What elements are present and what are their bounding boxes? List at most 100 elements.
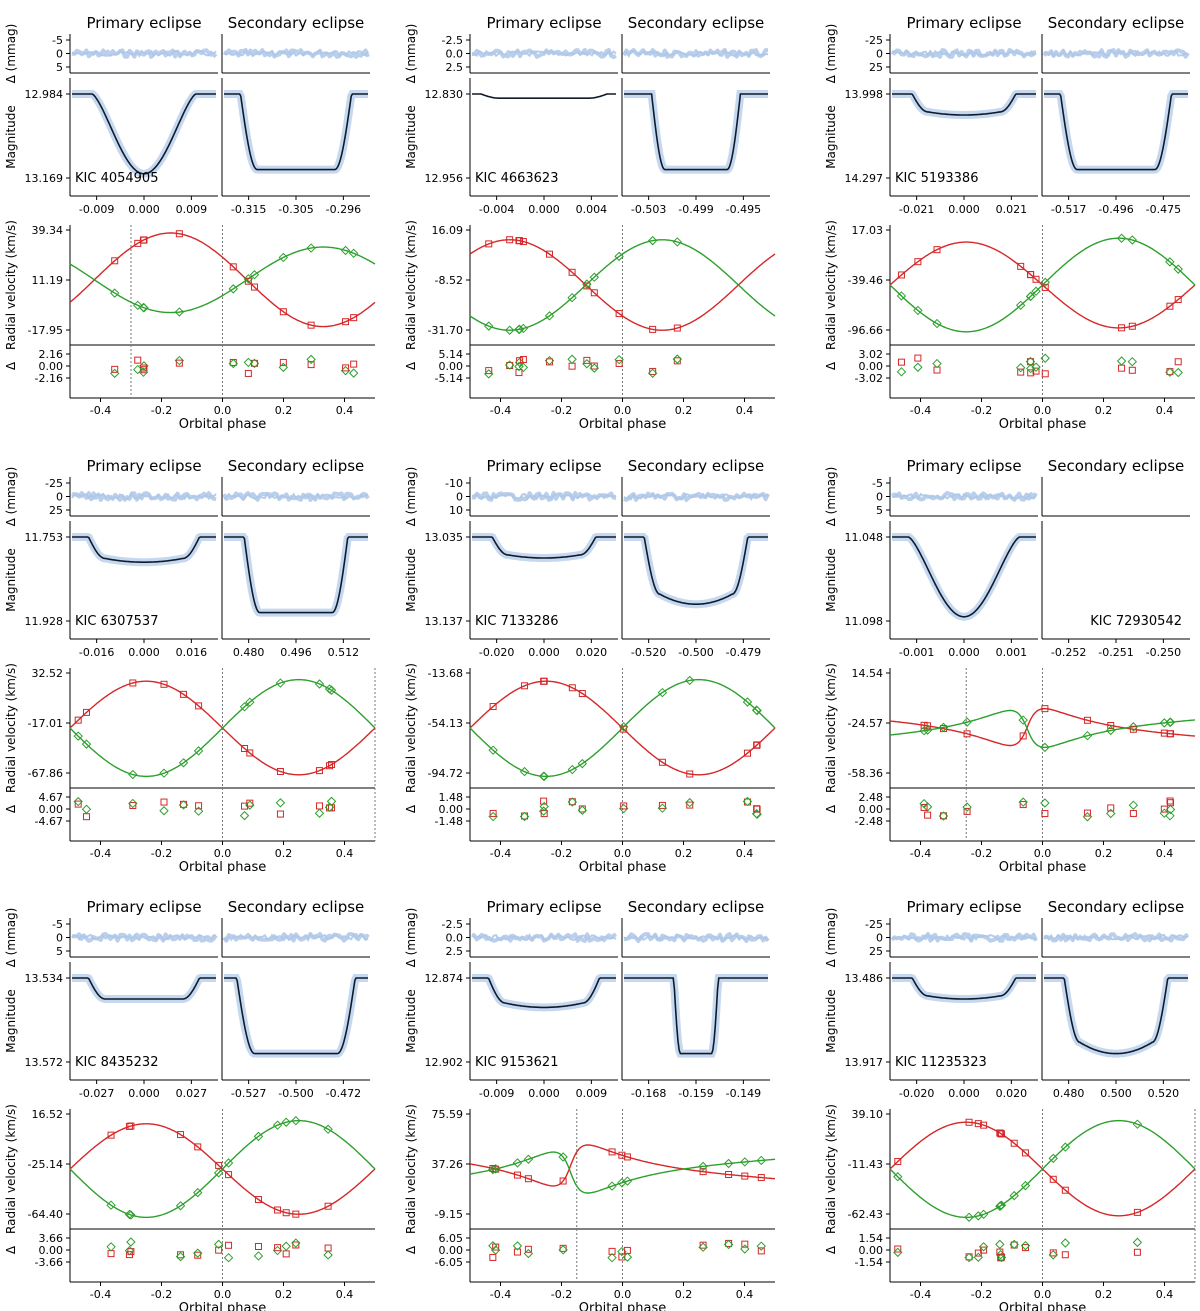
secondary-rv-point (306, 243, 316, 253)
eclipse-phase-tick-label: -0.020 (899, 1087, 934, 1100)
primary-rv-residual-point (1041, 370, 1049, 378)
secondary-rv-residual-point (523, 1248, 534, 1259)
primary-rv-point (741, 1172, 749, 1180)
secondary-rv-residual-point (518, 362, 529, 373)
secondary-rv-point (174, 307, 185, 317)
primary-rv-residual-point (241, 802, 249, 810)
secondary-rv-point (484, 321, 494, 331)
secondary-rv-residual-point (275, 798, 286, 808)
primary-rv-point (974, 1120, 982, 1128)
orbital-phase-tick-label: -0.4 (90, 847, 111, 860)
system-label: KIC 7133286 (475, 614, 558, 629)
primary-rv-point (753, 741, 761, 749)
secondary-rv-residual-point (253, 1251, 264, 1261)
primary-rv-residual-point (1032, 367, 1040, 375)
lc-residual-tick-label: 2.5 (446, 945, 464, 958)
primary-rv-point (326, 762, 334, 770)
secondary-rv-residual-point (106, 1242, 116, 1252)
primary-rv-point (282, 1209, 290, 1217)
secondary-rv-point (281, 1117, 291, 1127)
primary-rv-point (743, 749, 751, 757)
secondary-rv-residual-point (657, 803, 668, 813)
primary-rv-residual-point (1128, 366, 1136, 374)
primary-rv-point (1027, 271, 1035, 279)
secondary-rv-residual-point (996, 1252, 1007, 1263)
orbital-phase-tick-label: -0.2 (971, 404, 992, 417)
orbital-phase-axis-label: Orbital phase (999, 860, 1086, 875)
lc-residual-tick-label: 0 (876, 48, 883, 61)
eclipse-phase-tick-label: -0.296 (326, 203, 361, 216)
orbital-phase-tick-label: 0.0 (214, 847, 232, 860)
lc-residual-band (222, 932, 370, 943)
secondary-rv-point (228, 284, 238, 294)
primary-rv-point (686, 770, 694, 778)
secondary-rv-residual-point (249, 358, 260, 369)
magnitude-tick-label: 13.137 (425, 615, 464, 628)
rv-tick-label: 75.59 (432, 1108, 464, 1121)
secondary-eclipse-title: Secondary eclipse (1048, 14, 1185, 32)
secondary-rv-residual-point (607, 1252, 617, 1263)
primary-rv-point (175, 230, 183, 238)
primary-rv-point (620, 725, 628, 733)
secondary-rv-residual-point (1020, 1240, 1031, 1251)
primary-rv-residual-point (568, 362, 576, 370)
primary-rv-point (658, 758, 666, 766)
secondary-rv-residual-point (582, 359, 592, 369)
orbital-phase-tick-label: -0.2 (151, 404, 172, 417)
rv-residual-tick-label: 0.00 (439, 360, 464, 373)
secondary-rv-point (340, 245, 351, 256)
primary-rv-point (568, 684, 576, 692)
primary-rv-point (250, 283, 258, 291)
rv-tick-label: -67.86 (28, 767, 63, 780)
secondary-rv-residual-point (139, 361, 149, 371)
primary-rv-residual-point (540, 797, 548, 805)
secondary-rv-point (567, 292, 577, 303)
lc-data-band (72, 90, 216, 178)
secondary-rv-residual-point (1015, 363, 1026, 373)
lc-residual-band (71, 492, 217, 501)
secondary-rv-residual-point (1159, 808, 1170, 818)
primary-rv-point (559, 1177, 567, 1185)
lc-model-curve (224, 536, 368, 614)
primary-rv-point (980, 1121, 988, 1129)
orbital-phase-tick-label: 0.4 (1156, 1288, 1174, 1301)
primary-rv-point (1174, 296, 1182, 304)
eclipse-phase-tick-label: -0.500 (678, 646, 713, 659)
primary-rv-point (74, 716, 82, 724)
rv-residual-tick-label: 5.14 (439, 348, 464, 361)
lc-residual-tick-label: 25 (869, 61, 883, 74)
orbital-phase-axis-label: Orbital phase (579, 860, 666, 875)
primary-rv-residual-point (1174, 358, 1182, 366)
rv-residual-axis-label: Δ (4, 1245, 18, 1254)
orbital-phase-tick-label: -0.4 (910, 404, 931, 417)
primary-rv-point (568, 268, 576, 276)
lc-model-curve (472, 977, 616, 1009)
secondary-rv-residual-point (932, 358, 942, 369)
primary-rv-point (914, 258, 922, 266)
lc-model-curve (892, 977, 1036, 1000)
lc-residual-axis-label: Δ (mmag) (4, 908, 18, 968)
secondary-rv-residual-point (239, 810, 250, 821)
lc-residual-band (223, 492, 369, 501)
rv-residual-tick-label: 2.48 (859, 791, 884, 804)
secondary-rv-residual-point (622, 1252, 633, 1262)
secondary-rv-residual-point (1128, 800, 1139, 810)
rv-residual-tick-label: 1.54 (859, 1232, 884, 1245)
eclipse-phase-tick-label: -0.009 (479, 1087, 514, 1100)
primary-rv-residual-point (897, 358, 905, 366)
secondary-rv-residual-point (1173, 367, 1183, 378)
primary-rv-residual-point (82, 813, 90, 821)
rv-residual-tick-label: 0.00 (439, 803, 464, 816)
primary-rv-residual-point (485, 367, 493, 375)
rv-tick-label: 32.52 (32, 667, 64, 680)
lc-residual-tick-label: -5 (52, 34, 63, 47)
secondary-rv-residual-point (740, 1244, 750, 1254)
primary-rv-point (963, 730, 971, 738)
secondary-rv-residual-point (672, 354, 683, 364)
secondary-rv-residual-point (110, 368, 120, 379)
primary-rv-residual-point (111, 365, 119, 373)
orbital-phase-axis-label: Orbital phase (179, 1301, 266, 1311)
eclipse-phase-tick-label: -0.472 (326, 1087, 361, 1100)
primary-rv-residual-point (125, 1251, 133, 1259)
